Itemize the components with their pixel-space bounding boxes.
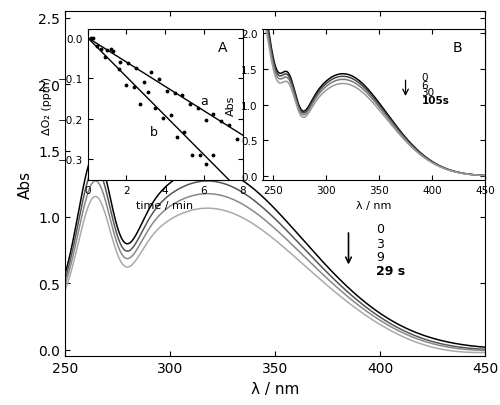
Y-axis label: Abs: Abs [226, 95, 235, 115]
Text: 6: 6 [422, 81, 428, 91]
Y-axis label: Abs: Abs [18, 170, 32, 198]
X-axis label: time / min: time / min [136, 200, 194, 211]
X-axis label: λ / nm: λ / nm [356, 200, 392, 211]
Text: b: b [150, 126, 158, 139]
Text: 9: 9 [376, 251, 384, 264]
Text: 30: 30 [422, 88, 434, 98]
Text: 29 s: 29 s [376, 264, 405, 277]
Text: 105s: 105s [422, 96, 450, 106]
X-axis label: λ / nm: λ / nm [251, 381, 299, 396]
Text: 0: 0 [422, 73, 428, 83]
Text: A: A [218, 41, 227, 55]
Text: 3: 3 [376, 237, 384, 250]
Y-axis label: ΔO₂ (ppm): ΔO₂ (ppm) [42, 77, 52, 134]
Text: a: a [200, 95, 207, 108]
Text: B: B [453, 41, 463, 55]
Text: 0: 0 [376, 223, 384, 236]
